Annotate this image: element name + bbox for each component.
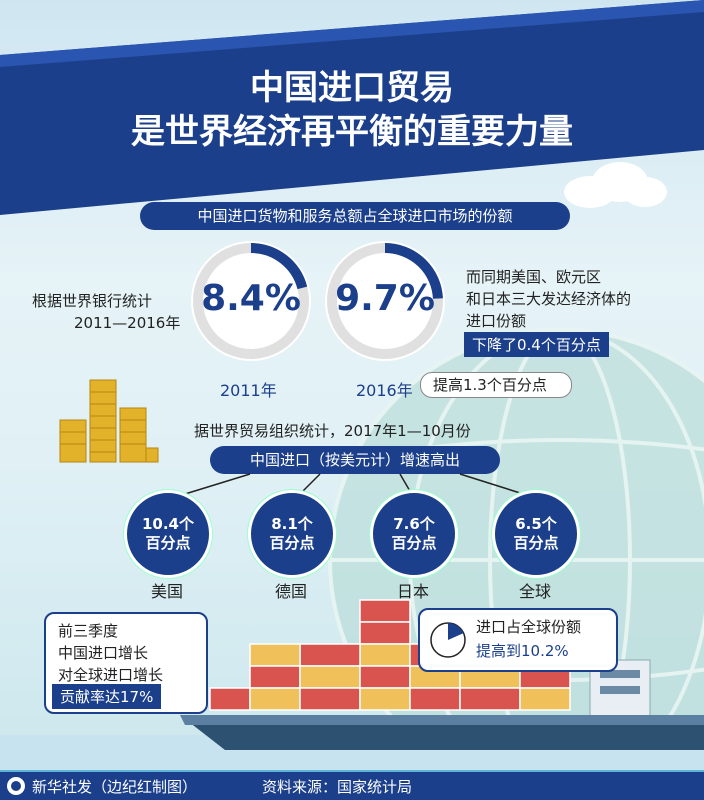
wto-intro: 据世界贸易组织统计，2017年1—10月份 [194,422,471,440]
right-text-1: 而同期美国、欧元区 [466,268,602,286]
callout-left-tag: 贡献率达17% [52,684,162,709]
callout-right: 进口占全球份额 提高到10.2% [418,608,618,672]
cloud-icon [564,162,667,208]
ring-2016-background [325,241,445,361]
ring-2011-arc [250,243,308,290]
callout-left-line1: 前三季度 [58,622,119,640]
stat-de-unit: 百分点 [269,534,315,552]
title-banner [0,0,704,215]
share-pie-icon [430,622,466,658]
right-text-2: 和日本三大发达经济体的 [466,290,632,308]
stat-de-value: 8.1个 [271,515,313,533]
stat-circle-global: 6.5个 百分点 [492,490,580,578]
decline-tag: 下降了0.4个百分点 [464,332,609,357]
ring-2011-year: 2011年 [220,381,277,400]
stat-us-unit: 百分点 [145,534,191,552]
callout-right-line2: 提高到10.2% [476,642,569,660]
footer-source: 资料来源：国家统计局 [262,778,413,796]
period-label: 2011—2016年 [74,314,181,332]
country-de: 德国 [274,582,307,601]
section1-header: 中国进口货物和服务总额占全球进口市场的份额 [140,202,570,230]
callout-left-line3: 对全球进口增长 [58,666,164,684]
increase-note: 提高1.3个百分点 [433,376,547,394]
stat-global-unit: 百分点 [513,534,559,552]
ring-2011: 8.4% [188,238,314,364]
ring-2016-year: 2016年 [356,381,413,400]
country-us: 美国 [150,582,183,601]
right-text-3: 进口份额 [466,312,527,330]
stat-jp-value: 7.6个 [393,515,435,533]
increase-note-bubble: 提高1.3个百分点 [420,372,572,398]
callout-right-line1: 进口占全球份额 [476,618,582,636]
title-line-2: 是世界经济再平衡的重要力量 [131,112,573,152]
callout-left-line2: 中国进口增长 [58,644,149,662]
stat-circle-de: 8.1个 百分点 [248,490,336,578]
connector-lines [171,473,537,499]
coins-icon [59,379,159,463]
country-jp: 日本 [396,582,429,601]
footer-credit: 新华社发（边纪红制图） [32,778,198,796]
title-line-1: 中国进口贸易 [250,68,454,108]
ring-2016-value: 9.7% [335,278,435,319]
stat-circle-us: 10.4个 百分点 [124,490,212,578]
stat-us-value: 10.4个 [141,515,194,533]
section2-header: 中国进口（按美元计）增速高出 [210,446,500,474]
stat-circle-jp: 7.6个 百分点 [370,490,458,578]
country-global: 全球 [518,582,551,601]
world-bank-label: 根据世界银行统计 [32,292,153,310]
stat-jp-unit: 百分点 [391,534,437,552]
ring-2011-value: 8.4% [201,278,301,319]
xinhua-logo [7,777,25,795]
footer-bar: 新华社发（边纪红制图） 资料来源：国家统计局 [0,772,704,800]
share-pie-slice [448,623,464,640]
ring-2016-arc [384,243,443,299]
ring-2016: 9.7% [322,238,448,364]
stat-global-value: 6.5个 [515,515,557,533]
ring-2011-background [191,241,311,361]
